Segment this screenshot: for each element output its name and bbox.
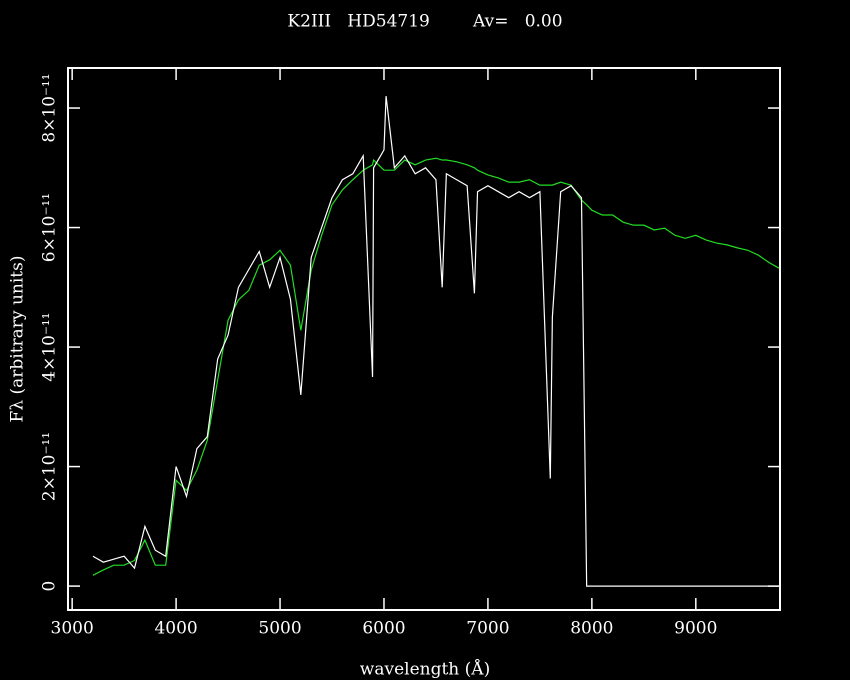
y-tick-label: 2×10⁻¹¹ [40,432,60,501]
x-tick-label: 6000 [362,619,405,639]
spectrum-line [92,157,780,576]
x-axis-label: wavelength (Å) [360,659,490,680]
x-tick-label: 4000 [154,619,197,639]
y-tick-label: 0 [40,581,60,592]
plot-frame [67,67,781,611]
y-tick-label: 6×10⁻¹¹ [40,193,60,262]
x-tick-label: 5000 [258,619,301,639]
x-tick-label: 7000 [466,619,509,639]
x-tick-label: 3000 [51,619,94,639]
x-tick-label: 9000 [674,619,717,639]
y-axis-label: Fλ (arbitrary units) [8,256,28,423]
y-tick-label: 8×10⁻¹¹ [40,73,60,142]
y-tick-label: 4×10⁻¹¹ [40,312,60,381]
spectrum-line [92,96,779,587]
x-tick-label: 8000 [570,619,613,639]
chart-title: K2III HD54719 Av= 0.00 [287,12,562,32]
